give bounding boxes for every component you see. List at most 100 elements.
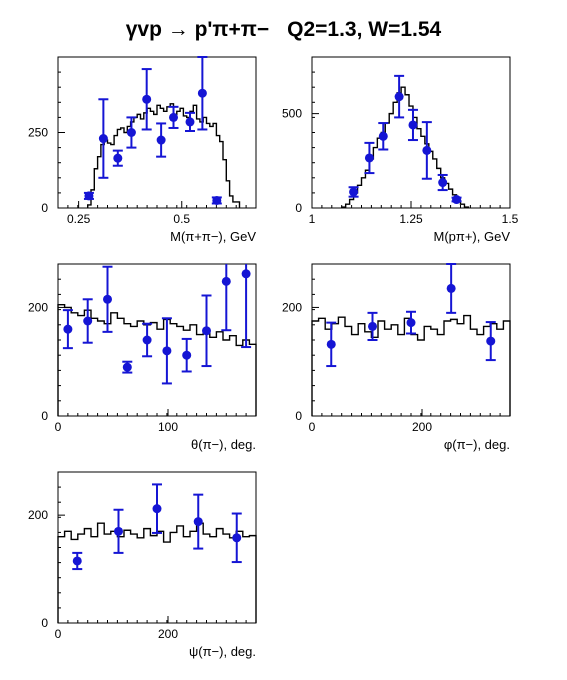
x-tick-label: 100 bbox=[158, 420, 178, 434]
x-tick-label: 0.5 bbox=[173, 212, 190, 226]
x-tick-label: 1.25 bbox=[399, 212, 423, 226]
model-histogram bbox=[57, 304, 257, 416]
plot-phi: 0 200 0 200 φ(π−), deg. bbox=[282, 263, 511, 452]
plot-frame bbox=[57, 56, 257, 209]
plot-psi: 0 200 0 200 ψ(π−), deg. bbox=[28, 471, 257, 659]
data-point bbox=[156, 122, 167, 158]
plot-frame bbox=[311, 263, 511, 417]
data-marker bbox=[182, 350, 192, 360]
data-point bbox=[201, 294, 212, 368]
data-marker bbox=[232, 533, 242, 543]
y-tick-label: 200 bbox=[28, 508, 48, 522]
data-marker bbox=[326, 339, 336, 349]
data-point bbox=[142, 322, 153, 358]
data-point bbox=[451, 195, 462, 205]
data-marker bbox=[114, 526, 123, 536]
model-histogram bbox=[57, 522, 257, 623]
data-marker bbox=[394, 92, 404, 102]
data-point bbox=[367, 311, 378, 341]
data-point bbox=[211, 195, 222, 205]
data-marker bbox=[349, 187, 359, 197]
data-point bbox=[485, 321, 496, 362]
data-marker bbox=[83, 316, 93, 326]
data-point bbox=[446, 263, 457, 314]
y-tick-label: 0 bbox=[295, 201, 302, 215]
data-point bbox=[193, 493, 204, 550]
kinematics-label: Q2=1.3, W=1.54 bbox=[287, 18, 442, 41]
data-marker bbox=[142, 335, 152, 345]
y-tick-label: 0 bbox=[295, 409, 302, 423]
y-tick-label: 250 bbox=[28, 126, 48, 140]
data-point bbox=[83, 191, 94, 201]
data-marker bbox=[378, 131, 388, 141]
data-marker bbox=[122, 362, 132, 372]
x-axis-label: M(pπ+), GeV bbox=[433, 229, 510, 244]
data-marker bbox=[156, 135, 166, 145]
data-point bbox=[141, 68, 152, 131]
data-point bbox=[326, 321, 337, 368]
x-tick-label: 0 bbox=[55, 627, 62, 641]
y-tick-label: 0 bbox=[41, 409, 48, 423]
data-point bbox=[364, 141, 375, 175]
data-point bbox=[168, 105, 179, 129]
model-histogram bbox=[87, 103, 241, 208]
data-marker bbox=[406, 318, 416, 328]
data-marker bbox=[197, 88, 207, 98]
data-marker bbox=[422, 145, 432, 155]
data-point bbox=[122, 360, 133, 374]
figure-title: γvp → p'π+π− Q2=1.3, W=1.54 bbox=[0, 18, 567, 42]
data-marker bbox=[142, 94, 152, 104]
data-marker bbox=[72, 556, 82, 566]
data-marker bbox=[193, 517, 203, 527]
data-point bbox=[348, 186, 359, 198]
y-tick-label: 200 bbox=[28, 300, 48, 314]
y-tick-label: 0 bbox=[41, 201, 48, 215]
y-tick-label: 0 bbox=[41, 616, 48, 630]
data-point bbox=[407, 108, 418, 142]
data-marker bbox=[241, 269, 251, 279]
data-point bbox=[421, 121, 432, 180]
data-point bbox=[437, 173, 448, 192]
data-marker bbox=[202, 326, 211, 336]
data-point bbox=[113, 508, 124, 554]
reaction-label: γvp → p'π+π− bbox=[125, 18, 270, 41]
x-axis-label: φ(π−), deg. bbox=[444, 437, 510, 452]
model-histogram bbox=[341, 86, 470, 208]
data-point bbox=[197, 56, 208, 131]
data-marker bbox=[98, 134, 108, 144]
data-point bbox=[185, 111, 195, 132]
data-point bbox=[62, 309, 73, 350]
plot-frame bbox=[311, 56, 511, 209]
data-point bbox=[126, 116, 137, 149]
data-marker bbox=[162, 346, 172, 356]
x-tick-label: 1.5 bbox=[502, 212, 519, 226]
data-point bbox=[72, 551, 83, 571]
x-tick-label: 1 bbox=[309, 212, 316, 226]
data-point bbox=[98, 98, 109, 179]
y-tick-label: 200 bbox=[282, 300, 302, 314]
plot-theta: 0 100 0 200 θ(π−), deg. bbox=[28, 263, 257, 452]
x-tick-label: 0 bbox=[309, 420, 316, 434]
data-marker bbox=[368, 321, 377, 331]
data-point bbox=[221, 264, 232, 332]
x-axis-label: ψ(π−), deg. bbox=[189, 644, 256, 659]
data-marker bbox=[84, 191, 94, 201]
x-tick-label: 200 bbox=[412, 420, 432, 434]
data-point bbox=[394, 74, 405, 119]
data-marker bbox=[212, 195, 222, 205]
data-marker bbox=[113, 153, 123, 163]
x-tick-label: 0.25 bbox=[67, 212, 91, 226]
data-marker bbox=[221, 276, 231, 286]
data-marker bbox=[452, 195, 462, 205]
data-marker bbox=[446, 283, 456, 293]
data-marker bbox=[169, 112, 178, 122]
data-point bbox=[152, 483, 162, 534]
data-marker bbox=[438, 178, 448, 188]
plot-m-pipi: 0.25 0.5 0 250 M(π+π−), GeV bbox=[28, 56, 257, 244]
data-point bbox=[378, 122, 389, 151]
x-axis-label: M(π+π−), GeV bbox=[170, 229, 256, 244]
x-tick-label: 0 bbox=[55, 420, 62, 434]
data-point bbox=[102, 265, 113, 333]
data-marker bbox=[408, 120, 418, 130]
